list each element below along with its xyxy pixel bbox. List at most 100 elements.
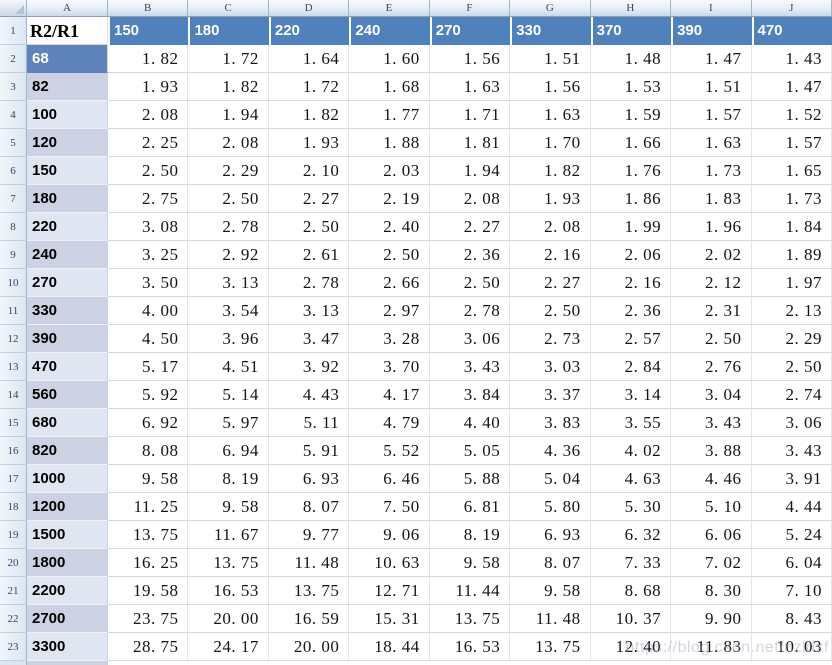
data-cell-330-370[interactable]: 2. 36 <box>590 297 672 325</box>
header-cell-150[interactable]: 150 <box>108 17 189 45</box>
data-cell-1500-150[interactable]: 13. 75 <box>108 521 189 549</box>
data-cell-680-220[interactable]: 5. 11 <box>268 409 350 437</box>
data-cell-560-220[interactable]: 4. 43 <box>268 381 350 409</box>
data-cell-1200-150[interactable]: 11. 25 <box>108 493 189 521</box>
data-cell-240-150[interactable]: 3. 25 <box>108 241 189 269</box>
row-label-cell-68[interactable]: 68 <box>27 45 108 73</box>
data-cell-2200-330[interactable]: 9. 58 <box>510 577 591 605</box>
data-cell-270-180[interactable]: 3. 13 <box>188 269 269 297</box>
cell-a1-r2r1[interactable]: R2/R1 <box>27 17 108 45</box>
row-number-17[interactable]: 17 <box>0 465 27 493</box>
data-cell-120-150[interactable]: 2. 25 <box>108 129 189 157</box>
data-cell-680-150[interactable]: 6. 92 <box>108 409 189 437</box>
data-cell-68-370[interactable]: 1. 48 <box>590 45 672 73</box>
row-number-21[interactable]: 21 <box>0 577 27 605</box>
data-cell-390-270[interactable]: 3. 06 <box>429 325 511 353</box>
data-cell-330-270[interactable]: 2. 78 <box>429 297 511 325</box>
row-number-11[interactable]: 11 <box>0 297 27 325</box>
data-cell-240-330[interactable]: 2. 16 <box>510 241 591 269</box>
row-number-14[interactable]: 14 <box>0 381 27 409</box>
data-cell-2700-470[interactable]: 8. 43 <box>751 605 832 633</box>
data-cell-820-220[interactable]: 5. 91 <box>268 437 350 465</box>
data-cell-150-220[interactable]: 2. 10 <box>268 157 350 185</box>
column-header-C[interactable]: C <box>188 0 269 17</box>
data-cell-150-270[interactable]: 1. 94 <box>429 157 511 185</box>
data-cell-820-240[interactable]: 5. 52 <box>349 437 430 465</box>
data-cell-1800-270[interactable]: 9. 58 <box>429 549 511 577</box>
row-label-cell-100[interactable]: 100 <box>27 101 108 129</box>
data-cell-820-390[interactable]: 3. 88 <box>671 437 752 465</box>
data-cell-1800-470[interactable]: 6. 04 <box>751 549 832 577</box>
data-cell-180-240[interactable]: 2. 19 <box>349 185 430 213</box>
data-cell-270-270[interactable]: 2. 50 <box>429 269 511 297</box>
data-cell-1000-240[interactable]: 6. 46 <box>349 465 430 493</box>
data-cell-560-240[interactable]: 4. 17 <box>349 381 430 409</box>
column-header-B[interactable]: B <box>108 0 189 17</box>
data-cell-220-330[interactable]: 2. 08 <box>510 213 591 241</box>
data-cell-3300-370[interactable]: 12. 40 <box>590 633 672 661</box>
data-cell-470-270[interactable]: 3. 43 <box>429 353 511 381</box>
data-cell-390-390[interactable]: 2. 50 <box>671 325 752 353</box>
data-cell-470-390[interactable]: 2. 76 <box>671 353 752 381</box>
data-cell-1500-370[interactable]: 6. 32 <box>590 521 672 549</box>
data-cell-2700-390[interactable]: 9. 90 <box>671 605 752 633</box>
row-number-12[interactable]: 12 <box>0 325 27 353</box>
data-cell-470-220[interactable]: 3. 92 <box>268 353 350 381</box>
row-label-cell-120[interactable]: 120 <box>27 129 108 157</box>
data-cell-180-370[interactable]: 1. 86 <box>590 185 672 213</box>
row-number-23[interactable]: 23 <box>0 633 27 661</box>
data-cell-470-150[interactable]: 5. 17 <box>108 353 189 381</box>
data-cell-68-470[interactable]: 1. 43 <box>751 45 832 73</box>
data-cell-1000-470[interactable]: 3. 91 <box>751 465 832 493</box>
data-cell-2200-270[interactable]: 11. 44 <box>429 577 511 605</box>
data-cell-470-470[interactable]: 2. 50 <box>751 353 832 381</box>
column-header-D[interactable]: D <box>268 0 350 17</box>
data-cell-560-470[interactable]: 2. 74 <box>751 381 832 409</box>
column-header-I[interactable]: I <box>671 0 752 17</box>
data-cell-150-240[interactable]: 2. 03 <box>349 157 430 185</box>
header-cell-180[interactable]: 180 <box>188 17 269 45</box>
data-cell-330-330[interactable]: 2. 50 <box>510 297 591 325</box>
data-cell-68-180[interactable]: 1. 72 <box>188 45 269 73</box>
data-cell-820-370[interactable]: 4. 02 <box>590 437 672 465</box>
data-cell-680-270[interactable]: 4. 40 <box>429 409 511 437</box>
data-cell-68-270[interactable]: 1. 56 <box>429 45 511 73</box>
data-cell-1000-180[interactable]: 8. 19 <box>188 465 269 493</box>
data-cell-240-390[interactable]: 2. 02 <box>671 241 752 269</box>
data-cell-470-370[interactable]: 2. 84 <box>590 353 672 381</box>
data-cell-390-180[interactable]: 3. 96 <box>188 325 269 353</box>
data-cell-150-470[interactable]: 1. 65 <box>751 157 832 185</box>
data-cell-180-270[interactable]: 2. 08 <box>429 185 511 213</box>
data-cell-180-470[interactable]: 1. 73 <box>751 185 832 213</box>
data-cell-2700-180[interactable]: 20. 00 <box>188 605 269 633</box>
data-cell-220-150[interactable]: 3. 08 <box>108 213 189 241</box>
data-cell-270-330[interactable]: 2. 27 <box>510 269 591 297</box>
column-header-A[interactable]: A <box>27 0 108 17</box>
row-number-15[interactable]: 15 <box>0 409 27 437</box>
data-cell-2200-150[interactable]: 19. 58 <box>108 577 189 605</box>
data-cell-1800-370[interactable]: 7. 33 <box>590 549 672 577</box>
data-cell-82-240[interactable]: 1. 68 <box>349 73 430 101</box>
data-cell-270-220[interactable]: 2. 78 <box>268 269 350 297</box>
row-label-cell-1200[interactable]: 1200 <box>27 493 108 521</box>
data-cell-470-330[interactable]: 3. 03 <box>510 353 591 381</box>
data-cell-3300-180[interactable]: 24. 17 <box>188 633 269 661</box>
data-cell-1500-220[interactable]: 9. 77 <box>268 521 350 549</box>
row-label-cell-180[interactable]: 180 <box>27 185 108 213</box>
data-cell-680-240[interactable]: 4. 79 <box>349 409 430 437</box>
data-cell-3300-220[interactable]: 20. 00 <box>268 633 350 661</box>
data-cell-2700-370[interactable]: 10. 37 <box>590 605 672 633</box>
row-label-cell-240[interactable]: 240 <box>27 241 108 269</box>
data-cell-220-180[interactable]: 2. 78 <box>188 213 269 241</box>
data-cell-180-390[interactable]: 1. 83 <box>671 185 752 213</box>
data-cell-1000-330[interactable]: 5. 04 <box>510 465 591 493</box>
data-cell-100-370[interactable]: 1. 59 <box>590 101 672 129</box>
row-label-cell-470[interactable]: 470 <box>27 353 108 381</box>
row-label-cell-390[interactable]: 390 <box>27 325 108 353</box>
row-number-1[interactable]: 1 <box>0 17 27 45</box>
data-cell-120-370[interactable]: 1. 66 <box>590 129 672 157</box>
data-cell-82-330[interactable]: 1. 56 <box>510 73 591 101</box>
data-cell-1200-470[interactable]: 4. 44 <box>751 493 832 521</box>
data-cell-100-390[interactable]: 1. 57 <box>671 101 752 129</box>
data-cell-1800-220[interactable]: 11. 48 <box>268 549 350 577</box>
